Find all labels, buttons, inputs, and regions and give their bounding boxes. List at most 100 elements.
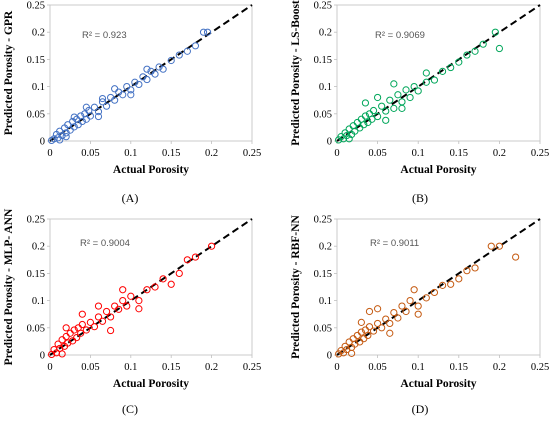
data-point <box>151 70 159 78</box>
data-point <box>353 331 361 340</box>
data-point <box>111 96 119 104</box>
data-point <box>365 307 374 316</box>
data-point <box>167 56 175 65</box>
y-tick-label: 0.1 <box>32 82 45 93</box>
data-point <box>351 127 359 135</box>
x-tick-label: 0.2 <box>205 148 218 159</box>
reference-line <box>49 4 253 142</box>
x-tick-label: 0.15 <box>162 362 180 373</box>
data-point <box>402 86 410 94</box>
y-axis-label: Predicted Porosity - LS-Boost <box>290 0 302 146</box>
data-point <box>90 323 99 331</box>
r-squared-label: R² = 0.9011 <box>370 238 419 249</box>
data-point <box>127 86 135 94</box>
data-point <box>77 329 85 337</box>
y-tick-label: 0.1 <box>319 296 332 307</box>
data-point <box>90 103 99 111</box>
panel-caption: (C) <box>122 402 138 416</box>
data-point <box>54 340 62 348</box>
x-tick-label: 0.2 <box>205 362 218 373</box>
plot-frame <box>49 4 253 142</box>
data-point <box>127 91 135 99</box>
data-point <box>369 106 378 115</box>
panel-caption: (D) <box>412 402 429 416</box>
x-axis-label: Actual Porosity <box>400 164 476 176</box>
data-point <box>382 315 390 323</box>
data-point <box>111 85 119 93</box>
data-point <box>66 329 74 337</box>
panel-caption: (A) <box>122 191 139 205</box>
r-squared-label: R² = 0.9004 <box>80 238 130 249</box>
data-point <box>422 294 430 302</box>
data-point <box>107 326 115 335</box>
data-point <box>410 83 418 91</box>
data-point <box>94 302 103 310</box>
chart-panel: 0 0.05 0.1 0.15 0.2 0.25 0 0.05 0.1 0.15 0.2 0.25 R²… <box>3 1 261 206</box>
data-point <box>54 134 62 142</box>
x-tick-label: 0.1 <box>124 148 137 159</box>
reference-line <box>336 218 541 356</box>
data-point <box>78 320 86 329</box>
y-axis-label: Predicted Porosity - RBF-NN <box>290 215 302 359</box>
data-point <box>143 65 151 73</box>
y-tick-label: 0.1 <box>319 82 332 93</box>
data-point <box>102 102 111 110</box>
data-point <box>73 333 81 342</box>
data-point <box>414 302 422 310</box>
data-point <box>455 275 463 283</box>
data-point <box>368 115 376 123</box>
data-point <box>398 98 406 106</box>
data-point <box>98 317 107 325</box>
data-point <box>119 286 127 294</box>
data-point <box>487 242 495 250</box>
data-point <box>360 121 368 129</box>
data-point <box>70 123 78 131</box>
y-tick-label: 0.05 <box>314 323 332 334</box>
x-tick-label: 0.15 <box>162 148 180 159</box>
data-point <box>382 107 390 115</box>
y-axis-label: Predicted Porosity - GPR <box>3 10 15 135</box>
plot-frame <box>49 218 253 356</box>
data-point <box>98 94 107 103</box>
data-point <box>430 288 439 297</box>
x-tick-label: 0 <box>334 148 339 159</box>
data-point <box>463 267 471 275</box>
data-point <box>123 302 131 310</box>
data-point <box>183 256 191 264</box>
y-tick-label: 0.05 <box>27 109 45 120</box>
x-tick-label: 0.25 <box>243 148 261 159</box>
data-point <box>94 112 103 121</box>
x-tick-label: 0 <box>47 362 52 373</box>
x-axis-label: Actual Porosity <box>113 164 189 176</box>
plot-frame <box>336 4 541 142</box>
data-point <box>374 93 382 102</box>
y-tick-label: 0 <box>327 137 332 148</box>
data-point <box>348 349 356 357</box>
data-point <box>410 286 418 294</box>
data-point <box>455 58 463 66</box>
data-point <box>56 136 64 144</box>
x-tick-label: 0.25 <box>531 148 549 159</box>
data-point <box>159 275 167 283</box>
data-point <box>386 96 394 104</box>
y-tick-label: 0 <box>327 351 332 362</box>
y-tick-label: 0.15 <box>27 269 45 280</box>
data-point <box>430 76 439 84</box>
data-point <box>382 116 390 124</box>
data-point <box>70 326 78 334</box>
x-tick-label: 0.1 <box>412 362 425 373</box>
y-tick-label: 0.25 <box>27 1 45 12</box>
data-point <box>402 307 410 316</box>
data-point <box>447 63 455 72</box>
data-point <box>479 40 487 48</box>
y-tick-label: 0.15 <box>27 55 45 66</box>
data-point <box>135 305 143 313</box>
x-tick-label: 0.05 <box>368 362 386 373</box>
data-point <box>102 307 111 316</box>
data-point <box>414 87 422 95</box>
y-tick-label: 0.2 <box>319 242 332 253</box>
y-tick-label: 0.05 <box>314 109 332 120</box>
data-point <box>98 98 107 106</box>
x-axis-label: Actual Porosity <box>400 378 476 390</box>
